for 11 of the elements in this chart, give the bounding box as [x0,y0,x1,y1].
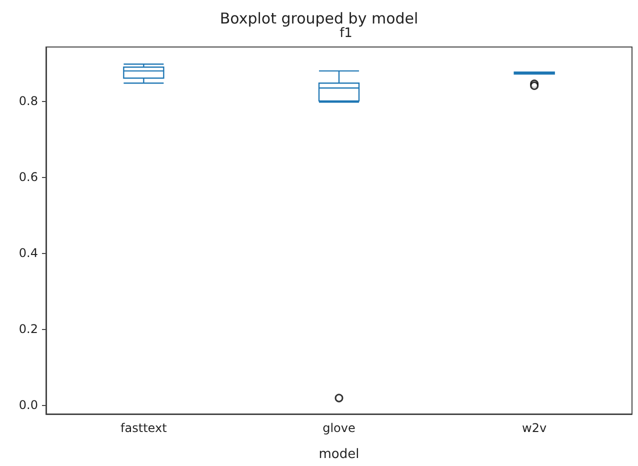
chart-title: Boxplot grouped by model [220,10,418,28]
y-tick-label: 0.8 [18,94,38,108]
x-axis-title: model [318,447,360,462]
y-tick-label: 0.0 [18,398,38,412]
x-tick-label: fasttext [120,421,168,435]
x-tick-label: w2v [522,421,547,435]
y-tick-label: 0.6 [18,170,38,184]
y-tick-label: 0.2 [18,322,38,336]
chart-subtitle: f1 [340,26,352,41]
y-tick-label: 0.4 [18,246,38,260]
x-tick-label: glove [322,421,356,435]
